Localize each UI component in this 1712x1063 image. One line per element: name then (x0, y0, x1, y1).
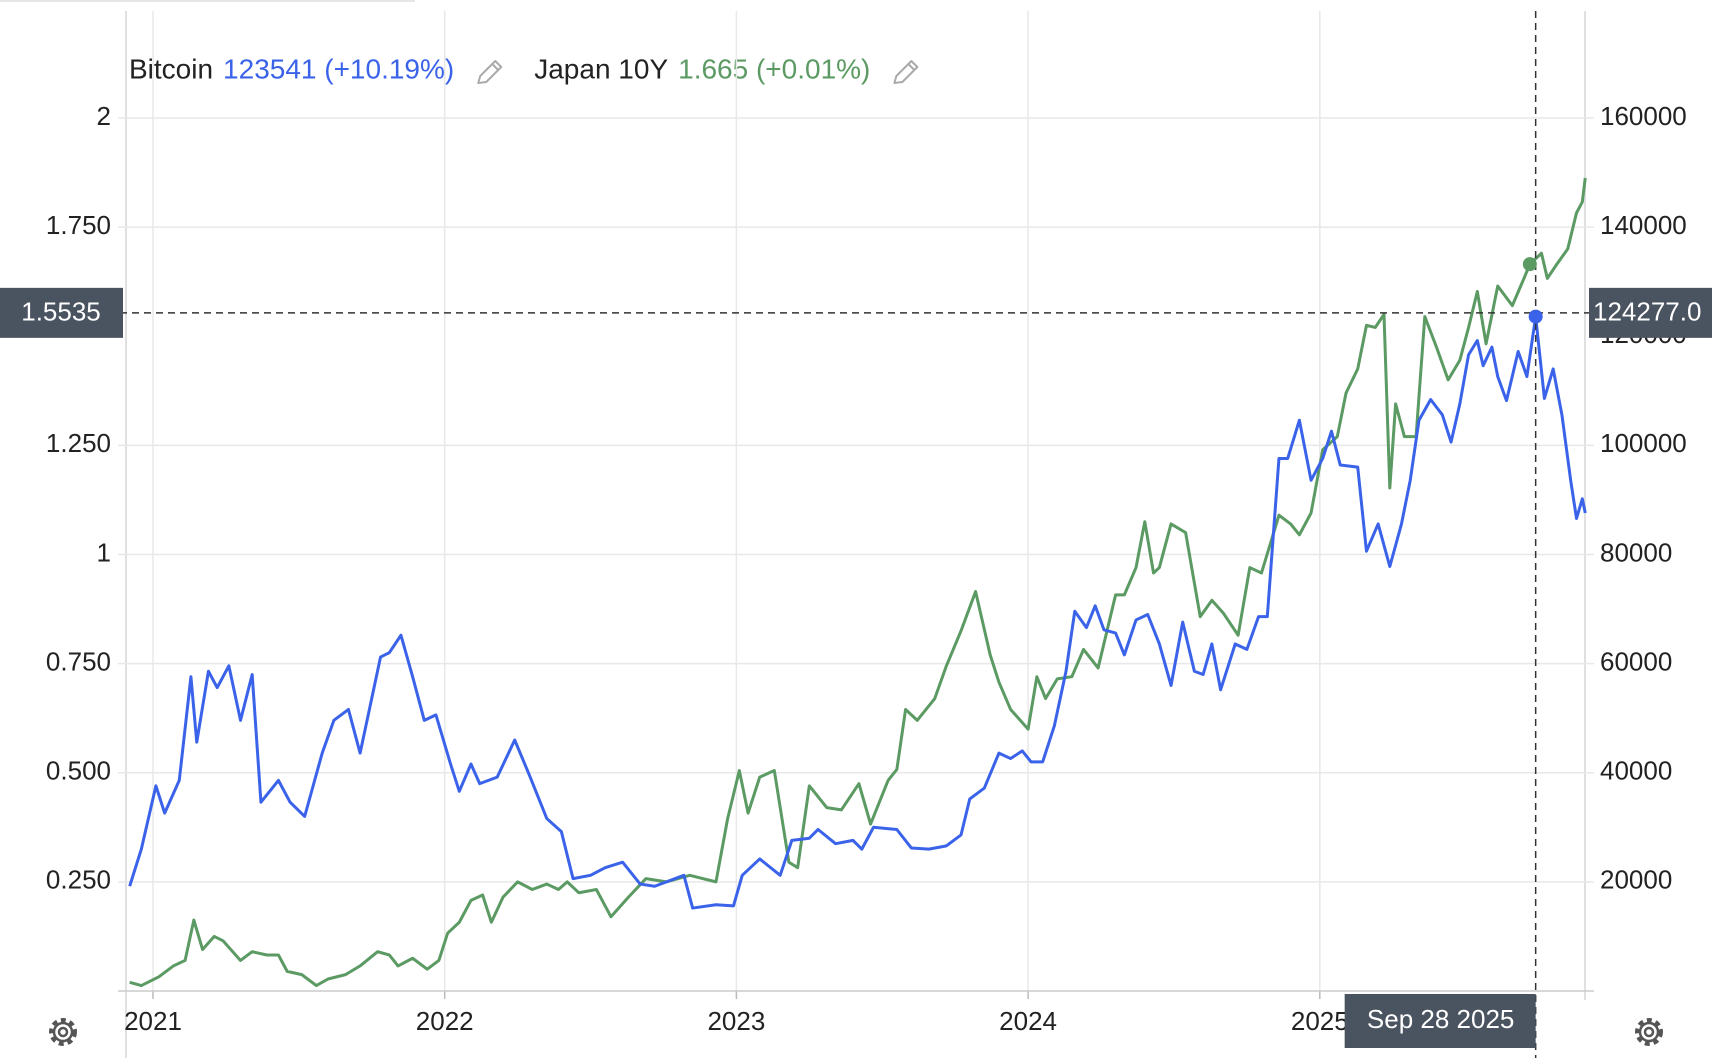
series-line (129, 177, 1587, 988)
hover-point (1528, 309, 1543, 324)
y2-tick-label: 140000 (1600, 210, 1687, 240)
crosshair-y-label: 1.5535 (21, 297, 101, 327)
edit-button[interactable] (477, 60, 503, 84)
y2-tick-label: 40000 (1600, 756, 1672, 786)
y2-tick-label: 100000 (1600, 428, 1687, 458)
crosshair-x-label: Sep 28 2025 (1367, 1004, 1514, 1034)
edit-icon (477, 60, 503, 84)
legend-name: Bitcoin (129, 53, 213, 84)
y2-tick-label: 60000 (1600, 646, 1672, 676)
edit-icon (893, 60, 919, 84)
x-tick-label: 2021 (124, 1006, 182, 1036)
crosshair-label-box (1344, 994, 1536, 1048)
legend: Bitcoin 123541 (+10.19%) Japan 10Y 1.665 (+… (129, 53, 919, 84)
settings-button[interactable] (49, 1018, 77, 1046)
legend-name: Japan 10Y (534, 53, 668, 84)
x-tick-label: 2022 (416, 1006, 474, 1036)
hover-point (1522, 257, 1537, 272)
y-tick-label: 2 (97, 101, 111, 131)
series-line (128, 315, 1587, 910)
y-tick-label: 0.500 (46, 756, 111, 786)
x-tick-label: 2025 (1291, 1006, 1349, 1036)
edit-button[interactable] (893, 60, 919, 84)
x-tick-label: 2024 (999, 1006, 1057, 1036)
y2-tick-label: 80000 (1600, 537, 1672, 567)
y-tick-label: 1.750 (46, 210, 111, 240)
y-tick-label: 1 (97, 537, 111, 567)
legend-value: 1.665 (+0.01%) (678, 53, 870, 84)
y2-tick-label: 20000 (1600, 865, 1672, 895)
y-tick-label: 0.250 (46, 865, 111, 895)
crosshair-y2-label: 124277.0 (1593, 297, 1701, 327)
y-tick-label: 1.250 (46, 428, 111, 458)
x-tick-label: 2023 (707, 1006, 765, 1036)
crosshair-label-box (1589, 287, 1712, 338)
settings-button[interactable] (1635, 1018, 1663, 1046)
crosshair-label-box (0, 287, 123, 338)
legend-value: 123541 (+10.19%) (223, 53, 454, 84)
y2-tick-label: 160000 (1600, 101, 1687, 131)
y-tick-label: 0.750 (46, 646, 111, 676)
